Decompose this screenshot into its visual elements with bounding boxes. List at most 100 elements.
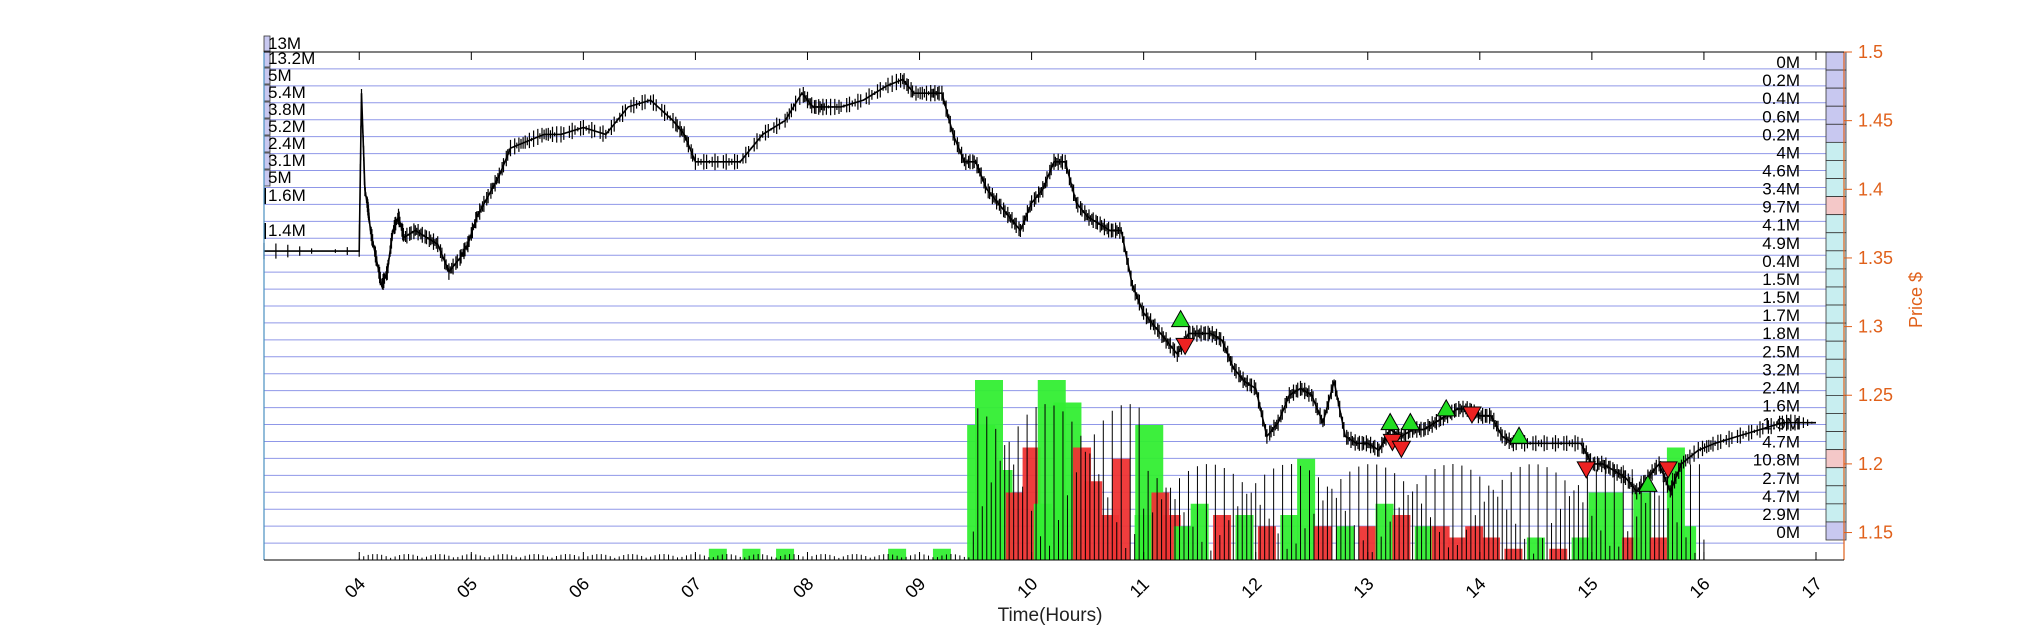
buy-marker	[1380, 412, 1401, 431]
left-volume-label: 13M	[268, 34, 301, 53]
left-depth-bar	[264, 188, 266, 204]
x-tick-label: 04	[341, 574, 369, 602]
volume-bar	[1084, 481, 1103, 560]
y-tick-label: 1.45	[1858, 111, 1893, 131]
left-volume-label: 2.4M	[268, 134, 306, 153]
volume-bar	[1280, 515, 1299, 560]
depth-label: 4.1M	[1762, 216, 1800, 235]
depth-label: 2.4M	[1762, 378, 1800, 397]
depth-label: 3.4M	[1762, 180, 1800, 199]
y-axis-label: Price $	[1906, 272, 1926, 328]
volume-bar	[1633, 492, 1652, 560]
sell-marker	[1175, 337, 1195, 356]
left-depth-bar	[264, 223, 266, 239]
sell-marker	[1391, 440, 1412, 459]
left-volume-label: 5.4M	[268, 83, 306, 102]
depth-label: 1.7M	[1762, 306, 1800, 325]
y-tick-label: 1.2	[1858, 454, 1883, 474]
x-tick-label: 08	[789, 574, 817, 602]
depth-label: 3.2M	[1762, 360, 1800, 379]
depth-label: 0.4M	[1762, 252, 1800, 271]
depth-bar	[1825, 358, 1847, 378]
depth-label: 2.5M	[1762, 342, 1800, 361]
left-volume-label: 5M	[268, 168, 292, 187]
volume-bar	[1465, 526, 1484, 560]
volume-bar	[1678, 526, 1697, 560]
depth-label: 0.6M	[1762, 107, 1800, 126]
x-tick-label: 07	[677, 574, 705, 602]
depth-label: 9.7M	[1762, 198, 1800, 217]
volume-bar	[1526, 537, 1545, 560]
buy-marker	[1509, 426, 1529, 444]
depth-label: 1.5M	[1762, 288, 1800, 307]
marker-layer	[1170, 309, 1678, 492]
volume-bar	[1257, 526, 1276, 560]
volume-bar	[742, 548, 761, 560]
depth-bar	[1825, 214, 1847, 234]
depth-bar	[1825, 467, 1847, 487]
depth-label: 4.6M	[1762, 162, 1800, 181]
volume-bar	[708, 548, 727, 560]
depth-bar	[1825, 286, 1847, 306]
depth-layer	[263, 35, 1847, 541]
depth-bar	[1825, 141, 1847, 161]
x-tick-label: 11	[1126, 574, 1153, 601]
depth-bar	[1825, 521, 1847, 541]
y-tick-label: 1.35	[1858, 248, 1893, 268]
depth-bar	[1825, 431, 1847, 451]
volume-bar	[1375, 503, 1394, 560]
depth-label: 4M	[1776, 143, 1800, 162]
depth-label: 1.6M	[1762, 396, 1800, 415]
y-tick-label: 1.15	[1858, 523, 1893, 543]
volume-layer	[358, 380, 1705, 560]
depth-label: 2.7M	[1762, 469, 1800, 488]
depth-label: 1.9M	[1762, 415, 1800, 434]
x-tick-label: 12	[1237, 574, 1265, 602]
volume-bar	[1173, 526, 1192, 560]
y-tick-label: 1.5	[1858, 42, 1883, 62]
y-tick-label: 1.4	[1858, 179, 1883, 199]
x-tick-label: 16	[1686, 574, 1714, 602]
left-volume-label: 13.2M	[268, 49, 315, 68]
depth-bar	[1825, 304, 1847, 324]
volume-bar	[1504, 548, 1523, 560]
depth-label: 0.4M	[1762, 89, 1800, 108]
volume-bar	[932, 548, 951, 560]
volume-bar	[1005, 492, 1024, 560]
left-volume-label: 5.2M	[268, 117, 306, 136]
buy-marker	[1400, 412, 1421, 431]
depth-bar	[1825, 250, 1847, 270]
x-tick-label: 05	[453, 574, 481, 602]
x-tick-label: 13	[1349, 574, 1377, 602]
sell-marker	[1462, 406, 1482, 424]
sell-marker	[1576, 461, 1597, 479]
x-tick-label: 15	[1573, 574, 1601, 602]
buy-marker	[1638, 474, 1658, 492]
volume-bar	[1571, 537, 1590, 560]
left-volume-label: 3.8M	[268, 100, 306, 119]
depth-label: 4.7M	[1762, 433, 1800, 452]
volume-bar	[1482, 537, 1501, 560]
sell-marker	[1658, 461, 1678, 479]
volume-bar	[1588, 492, 1607, 560]
depth-bar	[1825, 413, 1847, 432]
depth-bar	[1825, 51, 1847, 71]
x-tick-label: 10	[1013, 574, 1041, 602]
volume-bar	[1431, 526, 1450, 560]
depth-bar	[1825, 160, 1847, 179]
depth-bar	[1825, 87, 1847, 107]
depth-label: 0M	[1776, 523, 1800, 542]
y-tick-label: 1.3	[1858, 317, 1883, 337]
depth-bar	[1825, 449, 1847, 469]
volume-bar	[1392, 515, 1411, 560]
depth-bar	[1825, 340, 1847, 360]
depth-label: 2.9M	[1762, 505, 1800, 524]
left-volume-label: 1.4M	[268, 221, 306, 240]
volume-bar	[776, 548, 795, 560]
depth-bar	[1825, 268, 1847, 288]
depth-bar	[1825, 376, 1847, 396]
depth-bar	[1825, 232, 1847, 252]
depth-label: 0.2M	[1762, 125, 1800, 144]
depth-bar	[1825, 69, 1847, 89]
